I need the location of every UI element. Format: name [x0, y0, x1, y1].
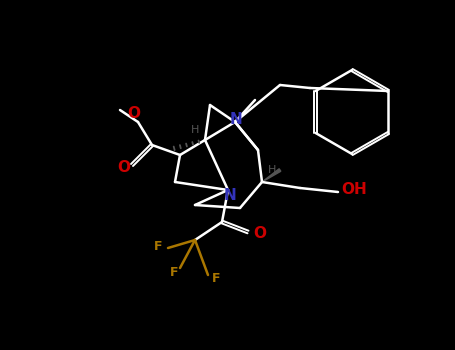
Text: H: H [268, 165, 276, 175]
Text: OH: OH [341, 182, 367, 197]
Text: N: N [223, 188, 237, 203]
Text: F: F [212, 272, 220, 285]
Text: F: F [170, 266, 178, 279]
Polygon shape [262, 169, 281, 182]
Text: F: F [154, 239, 162, 252]
Text: O: O [127, 106, 141, 121]
Text: O: O [117, 161, 131, 175]
Text: O: O [253, 226, 267, 242]
Text: N: N [230, 112, 243, 126]
Text: H: H [191, 125, 199, 135]
